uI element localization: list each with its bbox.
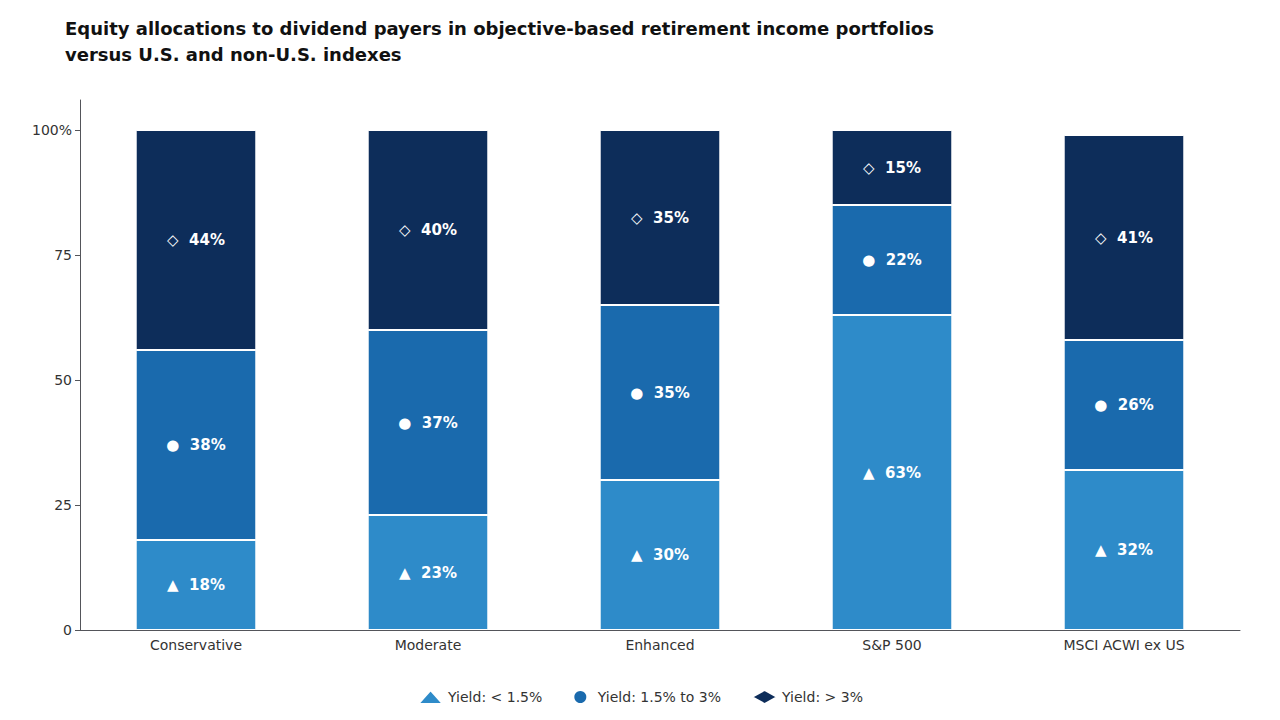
svg-text:● 38%: ● 38%	[166, 436, 225, 454]
svg-text:◇ 41%: ◇ 41%	[1095, 229, 1153, 247]
svg-text:◇ 15%: ◇ 15%	[863, 159, 921, 177]
svg-text:▲ 23%: ▲ 23%	[399, 564, 457, 582]
svg-text:◇ 35%: ◇ 35%	[631, 209, 689, 227]
svg-text:● 35%: ● 35%	[630, 384, 689, 402]
svg-text:50: 50	[54, 372, 72, 388]
svg-text:● 26%: ● 26%	[1094, 396, 1153, 414]
svg-text:● 22%: ● 22%	[862, 251, 921, 269]
svg-text:Yield: < 1.5%: Yield: < 1.5%	[447, 689, 542, 705]
svg-text:Yield: 1.5% to 3%: Yield: 1.5% to 3%	[597, 689, 721, 705]
svg-text:◇ 40%: ◇ 40%	[399, 221, 457, 239]
svg-text:Enhanced: Enhanced	[625, 637, 694, 653]
svg-text:◇ 44%: ◇ 44%	[167, 231, 225, 249]
svg-text:▲ 30%: ▲ 30%	[631, 546, 689, 564]
svg-text:● 37%: ● 37%	[398, 414, 457, 432]
svg-text:S&P 500: S&P 500	[862, 637, 921, 653]
svg-text:▲ 32%: ▲ 32%	[1095, 541, 1153, 559]
svg-text:Equity allocations to dividend: Equity allocations to dividend payers in…	[65, 18, 934, 39]
svg-text:▲ 18%: ▲ 18%	[167, 576, 225, 594]
svg-text:Conservative: Conservative	[150, 637, 242, 653]
svg-text:25: 25	[54, 497, 72, 513]
svg-text:▲ 63%: ▲ 63%	[863, 464, 921, 482]
svg-text:MSCI ACWI ex US: MSCI ACWI ex US	[1063, 637, 1184, 653]
svg-text:100%: 100%	[32, 122, 72, 138]
svg-text:Yield: > 3%: Yield: > 3%	[781, 689, 863, 705]
svg-text:0: 0	[63, 622, 72, 638]
svg-text:75: 75	[54, 247, 72, 263]
svg-text:Moderate: Moderate	[395, 637, 462, 653]
svg-text:versus U.S. and non-U.S. index: versus U.S. and non-U.S. indexes	[65, 44, 402, 65]
